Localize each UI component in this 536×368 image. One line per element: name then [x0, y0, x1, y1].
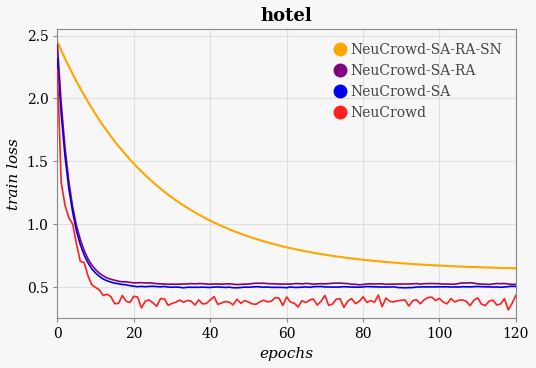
NeuCrowd-SA [249, 285, 256, 289]
NeuCrowd-SA [363, 284, 370, 289]
NeuCrowd-SA-RA-SN [482, 265, 488, 270]
NeuCrowd-SA [54, 56, 61, 61]
NeuCrowd [505, 308, 511, 312]
NeuCrowd [363, 300, 370, 305]
NeuCrowd-SA [512, 284, 519, 289]
Legend: NeuCrowd-SA-RA-SN, NeuCrowd-SA-RA, NeuCrowd-SA, NeuCrowd: NeuCrowd-SA-RA-SN, NeuCrowd-SA-RA, NeuCr… [330, 36, 509, 127]
NeuCrowd-SA-RA [341, 281, 347, 286]
NeuCrowd-SA [100, 277, 107, 281]
NeuCrowd [482, 303, 488, 308]
NeuCrowd [512, 293, 519, 298]
NeuCrowd-SA-RA [54, 43, 61, 47]
NeuCrowd [161, 297, 168, 301]
NeuCrowd-SA-RA-SN [54, 40, 61, 44]
NeuCrowd-SA-RA-SN [100, 123, 107, 128]
NeuCrowd-SA-RA [486, 282, 493, 287]
Line: NeuCrowd-SA-RA-SN: NeuCrowd-SA-RA-SN [57, 42, 516, 268]
X-axis label: epochs: epochs [259, 347, 314, 361]
NeuCrowd [341, 305, 347, 309]
Title: hotel: hotel [260, 7, 312, 25]
NeuCrowd-SA-RA-SN [161, 190, 168, 194]
NeuCrowd-SA [161, 284, 168, 289]
NeuCrowd-SA-RA-SN [363, 258, 370, 262]
NeuCrowd [100, 293, 107, 298]
NeuCrowd-SA-RA [161, 282, 168, 286]
Line: NeuCrowd-SA: NeuCrowd-SA [57, 59, 516, 288]
Line: NeuCrowd: NeuCrowd [57, 71, 516, 310]
NeuCrowd-SA [486, 284, 493, 289]
NeuCrowd-SA-RA [356, 283, 362, 287]
NeuCrowd-SA [402, 286, 408, 290]
NeuCrowd-SA-RA [100, 274, 107, 278]
NeuCrowd [249, 302, 256, 306]
NeuCrowd [54, 68, 61, 73]
NeuCrowd-SA-RA-SN [341, 255, 347, 260]
Y-axis label: train loss: train loss [7, 138, 21, 210]
NeuCrowd-SA-RA [249, 282, 256, 286]
NeuCrowd-SA-RA-SN [512, 266, 519, 270]
NeuCrowd-SA-RA-SN [249, 236, 256, 240]
NeuCrowd-SA [341, 284, 347, 289]
NeuCrowd-SA-RA [512, 282, 519, 287]
Line: NeuCrowd-SA-RA: NeuCrowd-SA-RA [57, 45, 516, 285]
NeuCrowd-SA-RA [368, 282, 374, 286]
